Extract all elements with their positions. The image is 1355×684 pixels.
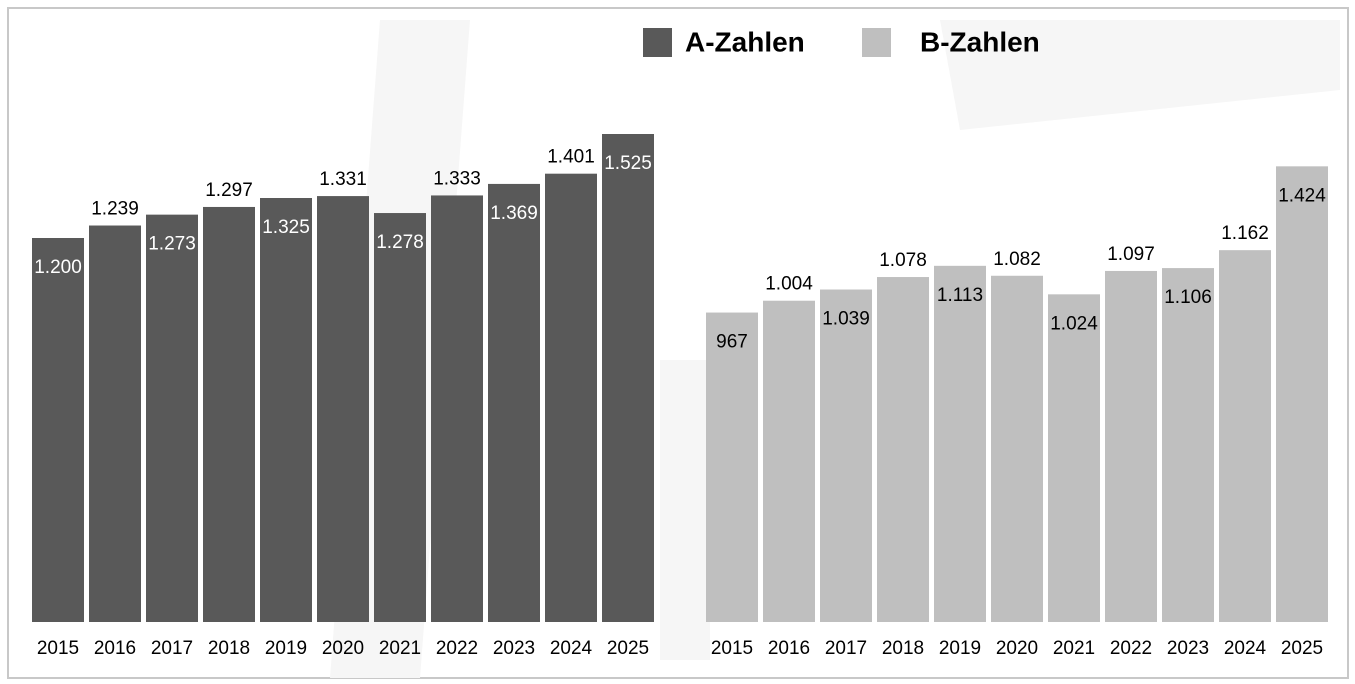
bar [1276, 166, 1328, 622]
bar [317, 196, 369, 622]
x-tick-label: 2018 [882, 638, 924, 659]
x-tick-label: 2023 [493, 638, 535, 659]
value-label: 1.525 [604, 153, 652, 174]
value-label: 1.401 [547, 147, 595, 168]
value-label: 1.162 [1221, 223, 1269, 244]
bar [1219, 250, 1271, 622]
value-label: 1.024 [1050, 313, 1098, 334]
bar [545, 173, 597, 622]
x-tick-label: 2024 [550, 638, 593, 659]
bar [1162, 268, 1214, 622]
bar [32, 238, 84, 622]
x-tick-label: 2022 [436, 638, 478, 659]
x-tick-label: 2025 [1281, 638, 1323, 659]
bar [934, 265, 986, 622]
x-tick-label: 2022 [1110, 638, 1152, 659]
bar [991, 275, 1043, 622]
x-tick-label: 2020 [322, 638, 364, 659]
value-label: 1.082 [993, 249, 1041, 270]
bar [602, 134, 654, 622]
value-label: 1.004 [765, 274, 813, 295]
x-tick-label: 2021 [379, 638, 421, 659]
x-tick-label: 2015 [37, 638, 79, 659]
x-tick-label: 2021 [1053, 638, 1095, 659]
x-tick-label: 2019 [939, 638, 981, 659]
bar [763, 300, 815, 622]
bar [706, 312, 758, 622]
legend-swatch [643, 28, 672, 57]
value-label: 1.278 [376, 232, 424, 253]
x-tick-label: 2016 [768, 638, 810, 659]
bar [431, 195, 483, 622]
value-label: 1.097 [1107, 244, 1155, 265]
bar [488, 183, 540, 623]
value-label: 1.200 [34, 257, 82, 278]
bar [203, 206, 255, 622]
bar [260, 198, 312, 622]
value-label: 1.273 [148, 234, 196, 255]
bar [1105, 270, 1157, 622]
legend-label: A-Zahlen [685, 26, 805, 57]
x-tick-label: 2017 [151, 638, 193, 659]
value-label: 1.106 [1164, 287, 1212, 308]
value-label: 1.078 [879, 250, 927, 271]
bar [820, 289, 872, 622]
value-label: 967 [716, 332, 748, 353]
value-label: 1.325 [262, 217, 310, 238]
legend-swatch [862, 28, 891, 57]
value-label: 1.113 [937, 285, 983, 306]
background-shape [940, 20, 1340, 130]
background-shape [660, 360, 710, 660]
bar [146, 214, 198, 622]
value-label: 1.331 [319, 169, 367, 190]
bar [1048, 294, 1100, 622]
x-tick-label: 2023 [1167, 638, 1209, 659]
value-label: 1.039 [822, 309, 870, 330]
x-tick-label: 2020 [996, 638, 1038, 659]
value-label: 1.369 [490, 203, 538, 224]
value-label: 1.239 [91, 199, 139, 220]
x-tick-label: 2025 [607, 638, 649, 659]
bar [89, 225, 141, 622]
value-label: 1.424 [1278, 185, 1326, 206]
x-tick-label: 2017 [825, 638, 867, 659]
legend-label: B-Zahlen [920, 26, 1040, 57]
value-label: 1.333 [433, 168, 481, 189]
x-tick-label: 2024 [1224, 638, 1267, 659]
bar [877, 277, 929, 622]
x-tick-label: 2019 [265, 638, 307, 659]
x-tick-label: 2015 [711, 638, 753, 659]
x-tick-label: 2018 [208, 638, 250, 659]
bar [374, 213, 426, 623]
x-tick-label: 2016 [94, 638, 136, 659]
value-label: 1.297 [205, 180, 253, 201]
